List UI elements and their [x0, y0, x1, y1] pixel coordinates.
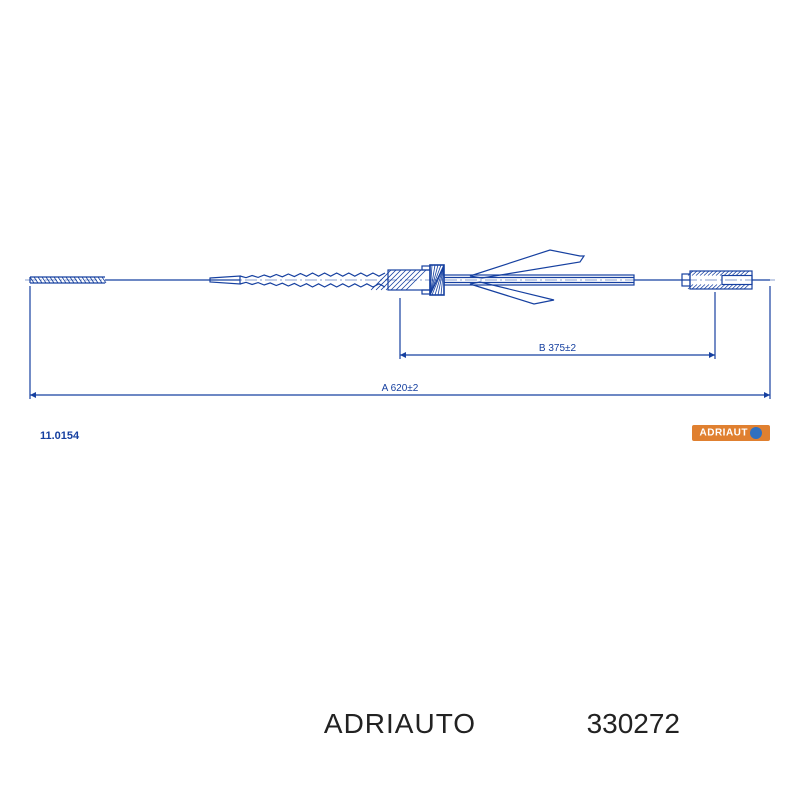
svg-text:A 620±2: A 620±2: [382, 383, 419, 394]
svg-text:B 375±2: B 375±2: [539, 343, 577, 354]
footer-brand: ADRIAUTO: [324, 708, 476, 740]
footer-part-number: 330272: [587, 708, 680, 740]
brand-badge: ADRIAUT: [692, 425, 771, 441]
drawing-svg: B 375±2 A 620±2: [30, 200, 770, 420]
technical-drawing: B 375±2 A 620±2: [30, 200, 770, 420]
drawing-number: 11.0154: [40, 430, 79, 442]
brand-badge-text: ADRIAUT: [700, 428, 749, 439]
brand-badge-orb: [750, 427, 762, 439]
